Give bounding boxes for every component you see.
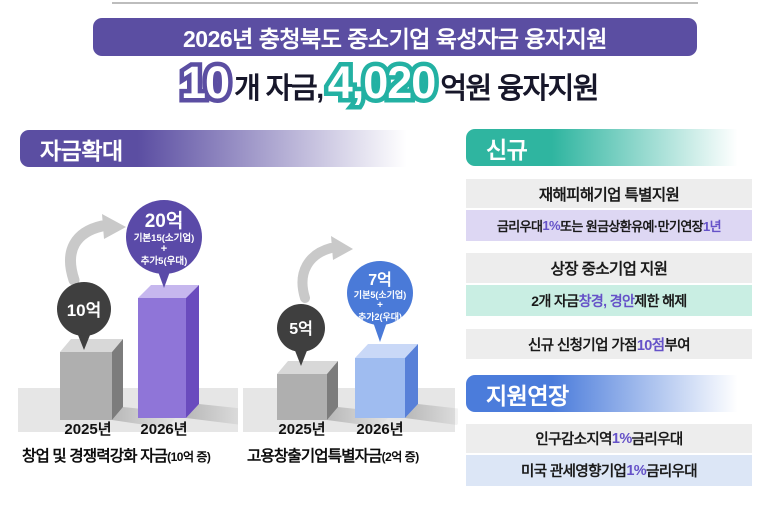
- chart-caption-startup-fund: 창업 및 경쟁력강화 자금 (10억 증): [22, 444, 211, 466]
- bar-chart-employment-fund: 5억 7억 기본5(소기업) + 추가2(우대) 2025년 2026년: [243, 236, 458, 438]
- bubble-2026-line3: +: [161, 243, 167, 255]
- page-title: 2026년 충청북도 중소기업 육성자금 융자지원: [93, 18, 697, 56]
- new-item-listed-sme-heading: 상장 중소기업 지원: [466, 253, 752, 283]
- bubble-2026-amount: 20억 기본15(소기업) + 추가5(우대): [126, 200, 202, 288]
- axis-label-2025: 2025년: [64, 421, 111, 438]
- section-header-expansion: 자금확대: [20, 130, 440, 167]
- section-header-new: 신규: [466, 129, 752, 166]
- bar-2026-blue: [355, 344, 418, 418]
- bubble-2025-label: 10억: [67, 301, 102, 320]
- bubble-2026-title: 20억: [145, 210, 184, 232]
- new-item-disaster-detail: 금리우대 1% 또는 원금상환유예·만기연장 1년: [466, 210, 752, 241]
- bubble-2026-line4: 추가5(우대): [141, 255, 188, 267]
- bubble-2026-line2: 기본15(소기업): [134, 232, 195, 244]
- bubble-2025-amount: 10억: [57, 282, 111, 350]
- top-divider-line: [112, 2, 698, 4]
- caption-text: 창업 및 경쟁력강화 자금: [22, 448, 168, 465]
- increase-arrow-icon: [65, 214, 126, 286]
- bar-shadow: [405, 404, 458, 425]
- fund-count-label: 개 자금,: [234, 73, 324, 105]
- bar-shadow: [186, 404, 238, 425]
- caption-note: (10억 증): [167, 450, 211, 464]
- axis-label-2026: 2026년: [140, 421, 187, 438]
- headline-summary: 10 개 자금, 4,020 억원 융자지원: [0, 58, 779, 108]
- section-header-extension-label: 지원연장: [486, 382, 569, 409]
- bubble-2026-amount: 7억 기본5(소기업) + 추가2(우대): [347, 261, 413, 342]
- new-item-bonus-points: 신규 신청기업 가점 10점 부여: [466, 329, 752, 359]
- section-header-new-label: 신규: [486, 136, 528, 163]
- fund-count-number: 10: [181, 58, 230, 108]
- bar-2025-gray: [60, 339, 123, 420]
- bubble-2026-line3: +: [377, 300, 383, 311]
- caption-text: 고용창출기업특별자금: [247, 448, 382, 465]
- section-header-expansion-label: 자금확대: [40, 137, 123, 164]
- increase-arrow-icon: [297, 236, 353, 303]
- caption-note: (2억 증): [381, 450, 420, 464]
- bubble-2026-line2: 기본5(소기업): [354, 289, 406, 300]
- bubble-2026-line4: 추가2(우대): [358, 311, 402, 322]
- fund-amount-label: 억원 융자지원: [440, 73, 599, 105]
- extension-item-population-decline: 인구감소지역 1% 금리우대: [466, 424, 752, 453]
- bar-chart-startup-fund: 10억 20억 기본15(소기업) + 추가5(우대) 2025년 2026년: [18, 200, 238, 438]
- extension-item-us-tariff: 미국 관세영향기업 1% 금리우대: [466, 455, 752, 486]
- bubble-2025-label: 5억: [289, 319, 313, 338]
- new-item-listed-sme-detail: 2개 자금 창경, 경안 제한 해제: [466, 285, 752, 316]
- axis-label-2026: 2026년: [356, 421, 403, 438]
- bar-2026-purple: [138, 285, 199, 418]
- section-header-extension: 지원연장: [466, 375, 752, 412]
- fund-amount-number: 4,020: [328, 58, 437, 108]
- chart-caption-employment-fund: 고용창출기업특별자금 (2억 증): [247, 444, 419, 466]
- bubble-2026-title: 7억: [368, 270, 392, 289]
- axis-label-2025: 2025년: [278, 421, 325, 438]
- bubble-2025-amount: 5억: [277, 304, 325, 366]
- bar-2025-gray: [277, 361, 338, 420]
- new-item-disaster-heading: 재해피해기업 특별지원: [466, 179, 752, 208]
